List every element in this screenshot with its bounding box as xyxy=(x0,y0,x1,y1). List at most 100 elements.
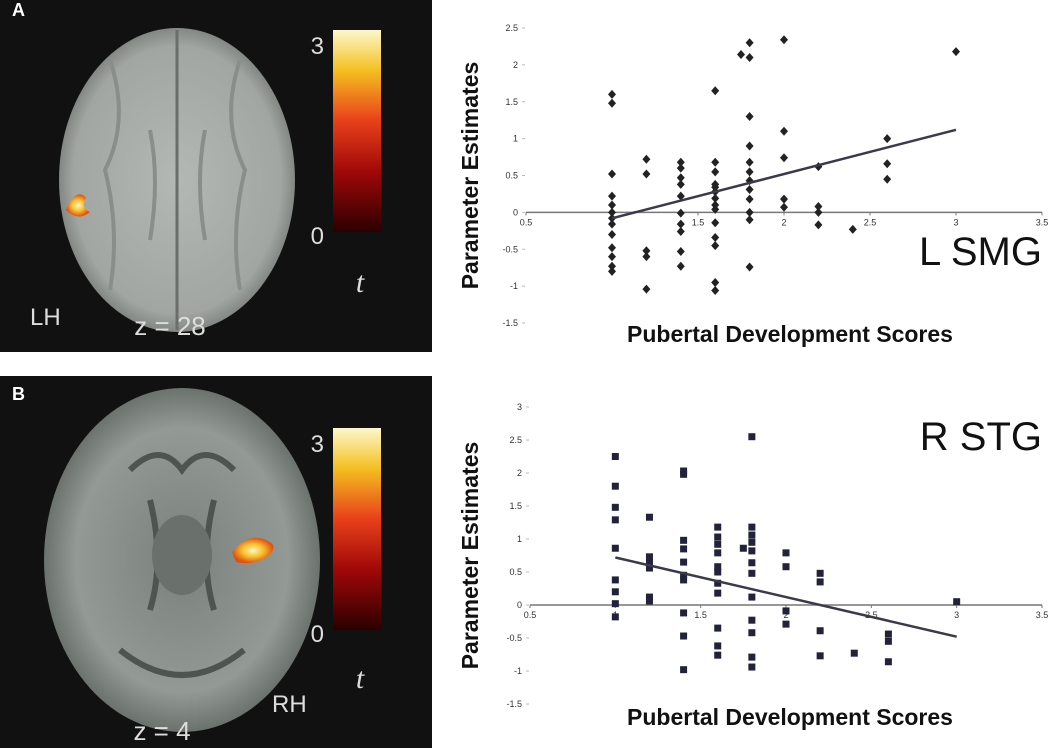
point xyxy=(714,579,722,587)
colorbar-tick-label: 3 xyxy=(311,431,324,458)
point xyxy=(782,607,790,615)
point xyxy=(748,531,756,539)
y-tick-label: 0 xyxy=(513,207,518,217)
y-axis-label: Parameter Estimates xyxy=(457,442,483,670)
point xyxy=(714,563,722,571)
point xyxy=(848,224,857,234)
point xyxy=(608,207,616,217)
point xyxy=(745,141,754,151)
point xyxy=(745,53,754,62)
trendline xyxy=(611,128,957,220)
point xyxy=(745,38,754,48)
point xyxy=(608,191,616,201)
point xyxy=(680,666,688,674)
point xyxy=(711,167,720,177)
point xyxy=(780,194,788,204)
point xyxy=(814,207,823,217)
point xyxy=(714,549,722,557)
point xyxy=(611,588,619,596)
point xyxy=(714,642,722,650)
y-tick-label: -1.5 xyxy=(506,699,522,709)
point xyxy=(883,174,892,184)
point xyxy=(884,630,892,638)
colorbar-tick-label: 0 xyxy=(311,223,324,250)
point xyxy=(645,559,653,567)
point xyxy=(883,159,892,169)
point xyxy=(680,609,688,617)
slice-label: z = 28 xyxy=(134,311,206,341)
point xyxy=(642,252,651,262)
point xyxy=(711,232,720,242)
point xyxy=(952,47,960,57)
point xyxy=(745,112,754,121)
y-tick-label: 2.5 xyxy=(505,23,518,33)
colorbar-symbol: t xyxy=(356,662,365,695)
point xyxy=(680,632,688,640)
point xyxy=(608,261,616,271)
y-tick-label: 1.5 xyxy=(505,97,518,107)
point xyxy=(748,616,756,624)
activation xyxy=(232,537,274,564)
point xyxy=(748,559,756,567)
point xyxy=(611,503,619,511)
point xyxy=(745,215,754,225)
y-tick-label: -1 xyxy=(514,666,522,676)
point xyxy=(645,597,653,605)
point xyxy=(748,629,756,637)
point xyxy=(608,89,616,99)
point xyxy=(711,241,720,251)
x-tick-label: 3.5 xyxy=(1036,610,1049,620)
point xyxy=(676,219,685,229)
point xyxy=(745,185,754,195)
point xyxy=(748,569,756,577)
point xyxy=(711,157,720,167)
point xyxy=(676,227,685,237)
point xyxy=(745,207,754,217)
x-tick-label: 2.5 xyxy=(864,217,877,227)
point xyxy=(714,651,722,659)
y-tick-label: 0 xyxy=(517,600,522,610)
point xyxy=(711,277,720,287)
x-tick-label: 0.5 xyxy=(524,610,537,620)
point xyxy=(608,266,616,276)
point xyxy=(711,86,720,96)
point xyxy=(714,589,722,597)
point xyxy=(737,50,745,60)
point xyxy=(642,284,651,294)
x-tick-label: 1.5 xyxy=(692,217,705,227)
point xyxy=(748,593,756,601)
y-tick-label: 2 xyxy=(513,60,518,70)
point xyxy=(680,558,688,566)
point xyxy=(611,453,619,460)
point xyxy=(680,571,688,579)
y-tick-label: -1.5 xyxy=(502,318,518,328)
point xyxy=(608,169,616,179)
point xyxy=(611,544,619,552)
point xyxy=(711,204,720,214)
point xyxy=(676,246,685,256)
annotation: L SMG xyxy=(919,230,1042,274)
y-tick-label: 1.5 xyxy=(509,501,522,511)
x-axis-label: Pubertal Development Scores xyxy=(627,321,953,347)
point xyxy=(676,173,685,183)
colorbar-tick-label: 3 xyxy=(311,33,324,60)
point xyxy=(611,613,619,621)
point xyxy=(608,252,616,262)
x-tick-label: 3.5 xyxy=(1036,217,1049,227)
point xyxy=(745,194,754,204)
point xyxy=(676,191,685,201)
colorbar-symbol: t xyxy=(356,266,365,299)
y-tick-label: 0.5 xyxy=(505,171,518,181)
point xyxy=(645,553,653,561)
point xyxy=(676,157,685,167)
point xyxy=(780,153,788,163)
x-tick-label: 2 xyxy=(783,610,788,620)
panel-label: A xyxy=(12,0,25,20)
point xyxy=(816,578,824,586)
point xyxy=(714,523,722,531)
point xyxy=(642,246,651,256)
point xyxy=(642,169,651,179)
point xyxy=(676,261,685,271)
point xyxy=(814,201,823,211)
point xyxy=(782,620,790,628)
